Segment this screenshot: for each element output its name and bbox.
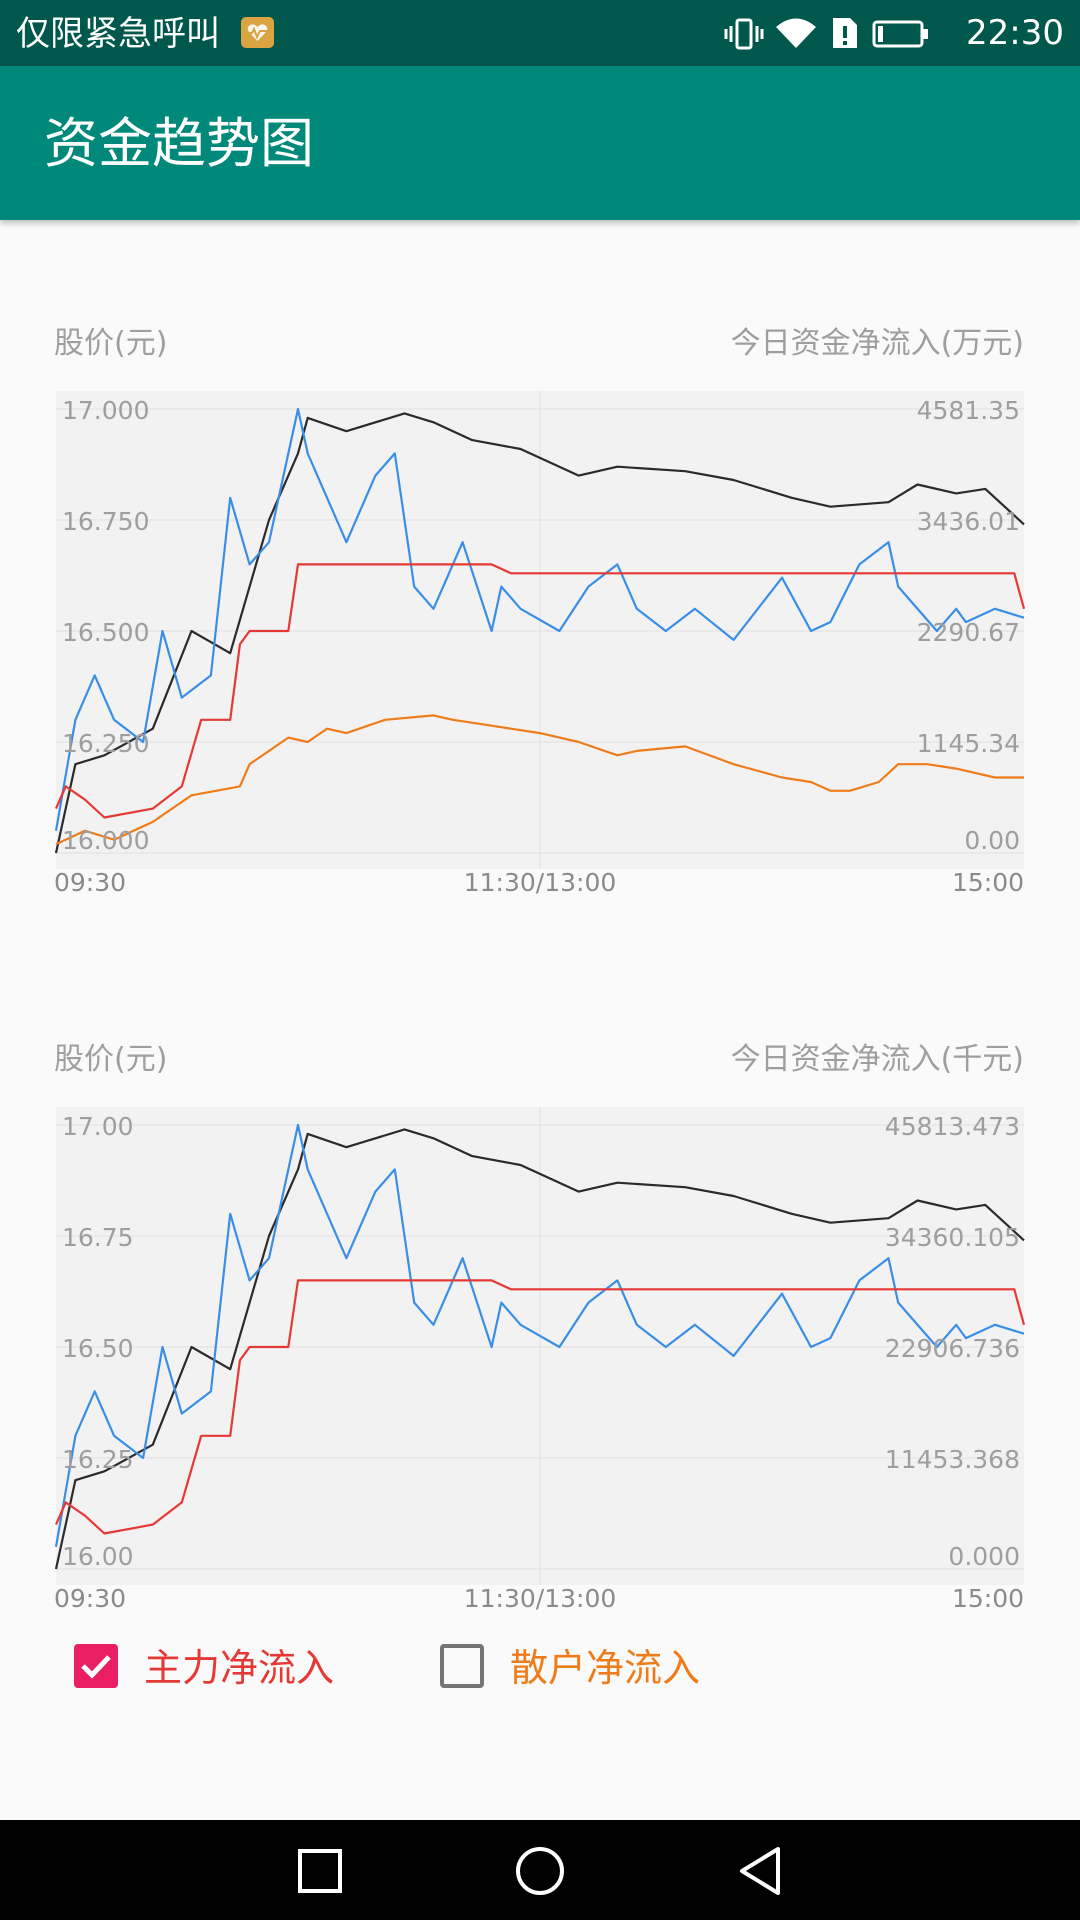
x-tick-label: 11:30/13:00 [464,868,617,897]
battery-icon [872,20,930,52]
back-icon[interactable] [734,1845,786,1897]
sim-alert-icon [830,16,860,54]
home-icon[interactable] [514,1845,566,1897]
left-tick-label: 16.000 [62,826,149,855]
right-tick-label: 34360.105 [885,1223,1020,1252]
fund-flow-chart-qian: 股价(元) 今日资金净流入(千元) 17.00 16.75 16.50 16.25 16.0… [54,1042,1026,1613]
retail-inflow-checkbox[interactable] [440,1644,484,1688]
wifi-icon [774,16,818,54]
fund-flow-chart-wan: 股价(元) 今日资金净流入(万元) 17.000 16.750 16.500 16.250… [54,326,1026,897]
right-tick-label: 22906.736 [885,1334,1020,1363]
series-line-2 [54,563,1026,819]
series-line-1 [54,1123,1025,1547]
status-time: 22:30 [966,13,1064,53]
status-icons: 22:30 [724,8,1064,58]
status-bar: 仅限紧急呼叫 22:30 [0,0,1080,66]
right-tick-label: 4581.35 [917,396,1020,425]
left-axis-title: 股价(元) [54,326,167,361]
recent-apps-icon[interactable] [294,1845,346,1897]
x-tick-label: 09:30 [54,1584,126,1613]
main-inflow-label: 主力净流入 [144,1646,335,1690]
main-inflow-checkbox[interactable] [74,1644,118,1688]
vibrate-icon [724,18,764,54]
main-inflow-toggle[interactable]: 主力净流入 [74,1640,374,1696]
right-tick-label: 0.00 [964,826,1020,855]
x-tick-label: 09:30 [54,868,126,897]
retail-inflow-label: 散户净流入 [510,1646,701,1690]
series-line-2 [54,1279,1026,1535]
left-tick-label: 16.50 [62,1334,134,1363]
x-tick-label: 11:30/13:00 [464,1584,617,1613]
series-line-0 [54,1128,1025,1570]
series-line-1 [54,407,1025,831]
left-tick-label: 16.250 [62,729,149,758]
right-tick-label: 3436.01 [917,507,1020,536]
app-bar: 资金趋势图 [0,66,1080,220]
left-tick-label: 17.000 [62,396,149,425]
left-tick-label: 16.750 [62,507,149,536]
series-line-0 [54,412,1025,854]
right-tick-label: 45813.473 [885,1112,1020,1141]
series-line-3 [55,714,1024,846]
left-tick-label: 17.00 [62,1112,134,1141]
right-tick-label: 0.000 [948,1542,1020,1571]
right-tick-label: 2290.67 [917,618,1020,647]
retail-inflow-toggle[interactable]: 散户净流入 [440,1640,740,1696]
right-tick-label: 1145.34 [917,729,1020,758]
navigation-bar [0,1820,1080,1920]
page-title: 资金趋势图 [44,112,314,175]
left-tick-label: 16.500 [62,618,149,647]
left-axis-title: 股价(元) [54,1042,167,1077]
right-axis-title: 今日资金净流入(万元) [731,326,1024,361]
right-tick-label: 11453.368 [885,1445,1020,1474]
checkmark-icon [81,1655,111,1679]
x-tick-label: 15:00 [952,868,1024,897]
right-axis-title: 今日资金净流入(千元) [731,1042,1024,1077]
emergency-heart-icon [241,17,274,48]
x-tick-label: 15:00 [952,1584,1024,1613]
left-tick-label: 16.75 [62,1223,134,1252]
left-tick-label: 16.00 [62,1542,134,1571]
status-emergency-text: 仅限紧急呼叫 [16,14,220,54]
left-tick-label: 16.25 [62,1445,134,1474]
